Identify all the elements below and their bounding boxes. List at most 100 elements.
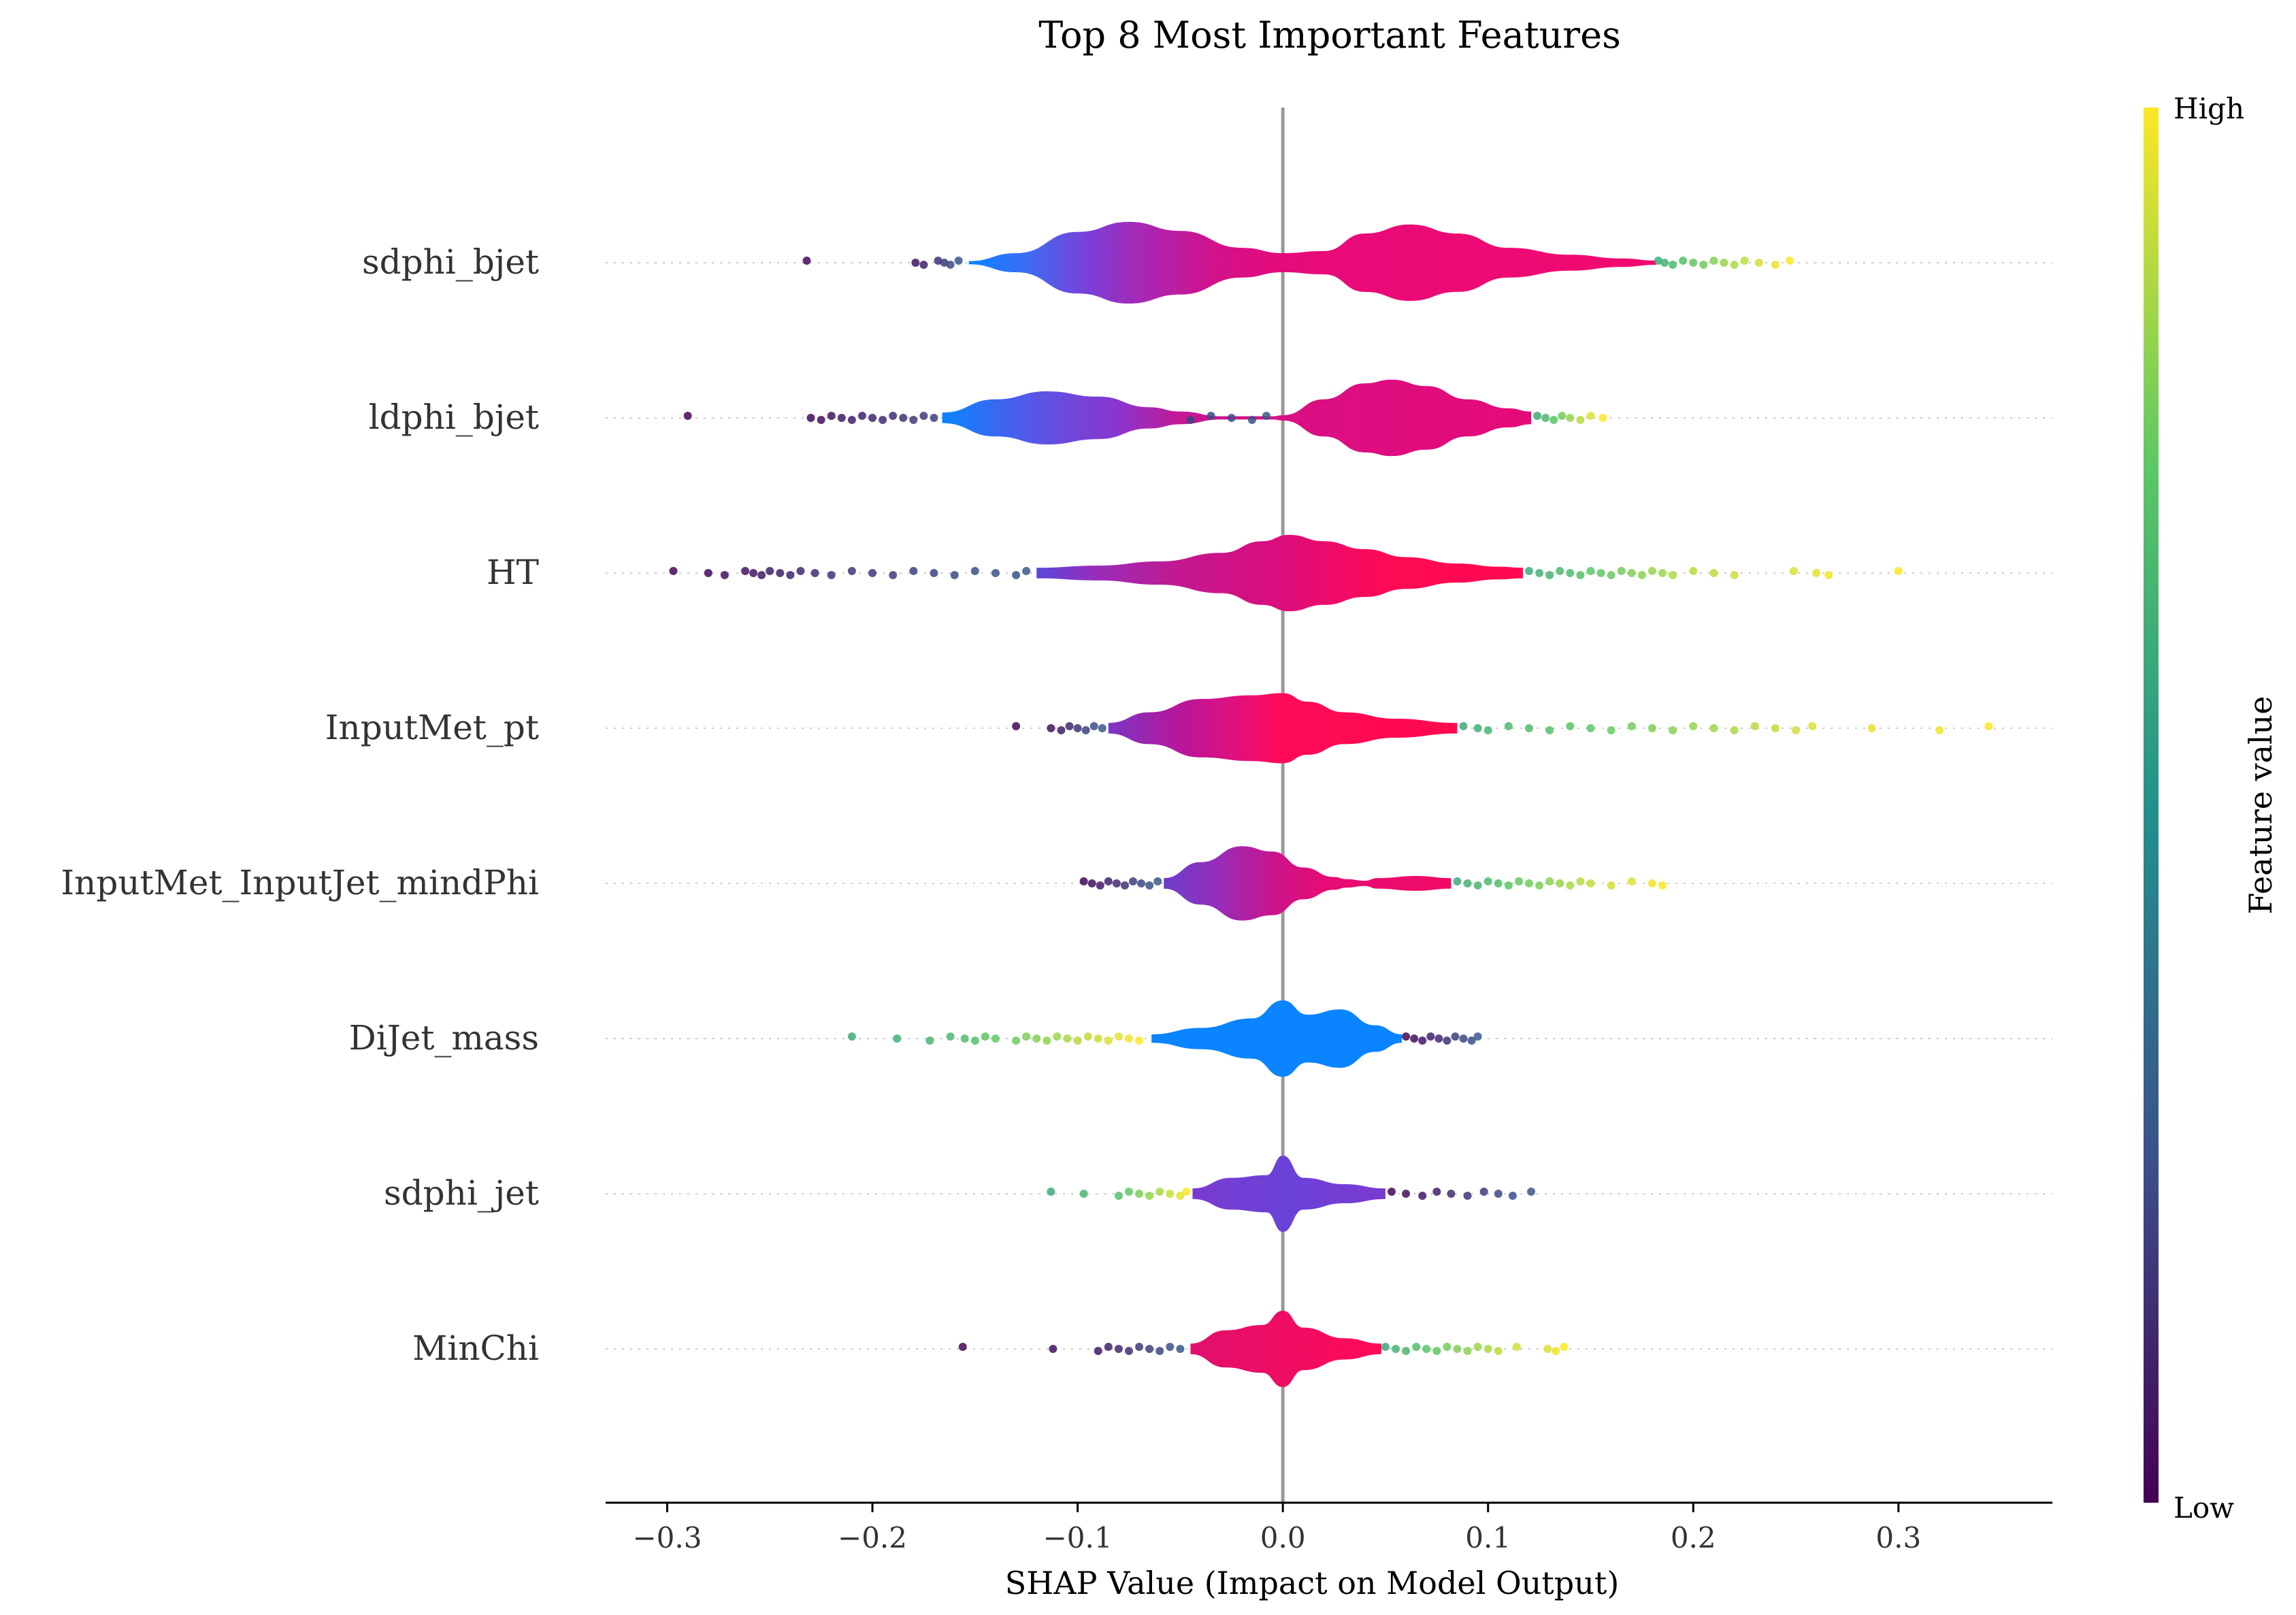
high-value-point (1935, 726, 1944, 734)
low-value-point (958, 1343, 967, 1351)
x-tick-label: −0.2 (838, 1521, 907, 1554)
high-value-point (1720, 259, 1728, 267)
high-value-point (1535, 881, 1544, 890)
high-value-point (1984, 722, 1993, 730)
high-value-point (1543, 1345, 1552, 1353)
colorbar: High Low Feature value (2144, 92, 2279, 1524)
high-value-point (1812, 569, 1821, 577)
high-value-point (1689, 259, 1698, 267)
low-value-point (1410, 1034, 1419, 1043)
high-value-point (1412, 1343, 1421, 1351)
high-value-point (1504, 881, 1513, 890)
low-value-point (954, 257, 963, 265)
high-value-point (1525, 879, 1534, 887)
low-value-point (1094, 1347, 1102, 1355)
high-value-point (1627, 877, 1636, 885)
high-value-point (1094, 1034, 1102, 1043)
low-value-point (1467, 1037, 1476, 1045)
low-value-point (970, 567, 979, 575)
high-value-point (1699, 261, 1708, 269)
low-value-point (1527, 1188, 1536, 1196)
high-value-point (1660, 259, 1669, 267)
feature-label: InputMet_pt (325, 708, 539, 747)
low-value-point (1145, 1345, 1154, 1353)
low-value-point (919, 412, 928, 420)
high-value-point (1669, 571, 1677, 579)
high-value-point (1658, 569, 1667, 577)
feature-row-DiJet_mass: DiJet_mass (349, 1000, 2052, 1077)
low-value-point (827, 412, 836, 420)
high-value-point (1483, 877, 1492, 885)
low-value-point (1104, 877, 1113, 885)
low-value-point (899, 414, 908, 422)
high-value-point (1771, 724, 1780, 732)
low-value-point (909, 416, 918, 424)
high-value-point (1647, 567, 1656, 575)
high-value-point (1176, 1192, 1185, 1200)
low-value-point (1447, 1190, 1456, 1198)
high-value-point (1867, 724, 1876, 732)
low-value-point (1463, 1192, 1472, 1200)
high-value-point (1786, 257, 1794, 265)
low-value-point (991, 569, 1000, 577)
high-value-point (1566, 722, 1575, 730)
low-value-point (889, 412, 898, 420)
high-value-point (1566, 569, 1575, 577)
low-value-point (1047, 724, 1055, 732)
high-value-point (1381, 1343, 1390, 1351)
high-value-point (1740, 257, 1749, 265)
high-value-point (1504, 722, 1513, 730)
low-value-point (802, 257, 811, 265)
high-value-point (1596, 569, 1605, 577)
high-value-point (1443, 1343, 1452, 1351)
x-tick-label: 0.0 (1260, 1521, 1306, 1554)
feature-label: sdphi_jet (384, 1173, 539, 1213)
high-value-point (1647, 724, 1656, 732)
high-value-point (1453, 1345, 1462, 1353)
colorbar-gradient (2144, 108, 2159, 1503)
low-value-point (946, 261, 955, 269)
high-value-point (1063, 1034, 1072, 1043)
high-value-point (1598, 414, 1607, 422)
high-value-point (1549, 416, 1558, 424)
low-value-point (1081, 726, 1090, 734)
low-value-point (1145, 881, 1154, 890)
high-value-point (1453, 877, 1462, 885)
low-value-point (1402, 1032, 1411, 1041)
high-value-point (1560, 1343, 1569, 1351)
high-value-point (1083, 1032, 1092, 1041)
high-value-point (1586, 412, 1595, 420)
low-value-point (796, 567, 805, 575)
high-value-point (1533, 412, 1542, 420)
high-value-point (1689, 567, 1698, 575)
feature-row-HT: HT (487, 534, 2052, 612)
high-value-point (1392, 1345, 1400, 1353)
low-value-point (837, 414, 846, 422)
low-value-point (911, 259, 920, 267)
high-value-point (1552, 1347, 1560, 1355)
high-value-point (1627, 722, 1636, 730)
feature-row-ldphi_bjet: ldphi_bjet (369, 379, 2052, 457)
feature-label: ldphi_bjet (369, 397, 539, 437)
high-value-point (1166, 1190, 1175, 1198)
low-value-point (1247, 416, 1256, 424)
high-value-point (1514, 877, 1523, 885)
low-value-point (1022, 567, 1031, 575)
violin-body (1164, 846, 1452, 921)
low-value-point (868, 414, 877, 422)
high-value-point (1566, 414, 1575, 422)
high-value-point (1182, 1188, 1191, 1196)
high-value-point (1124, 1188, 1133, 1196)
x-tick-label: 0.2 (1671, 1521, 1716, 1554)
high-value-point (1730, 726, 1739, 734)
high-value-point (1535, 569, 1544, 577)
feature-label: MinChi (412, 1328, 539, 1368)
low-value-point (1135, 1343, 1144, 1351)
colorbar-low-label: Low (2174, 1491, 2234, 1524)
low-value-point (1049, 1345, 1057, 1353)
feature-label: HT (487, 553, 539, 592)
low-value-point (847, 567, 856, 575)
high-value-point (1012, 1037, 1021, 1045)
high-value-point (1512, 1343, 1521, 1351)
